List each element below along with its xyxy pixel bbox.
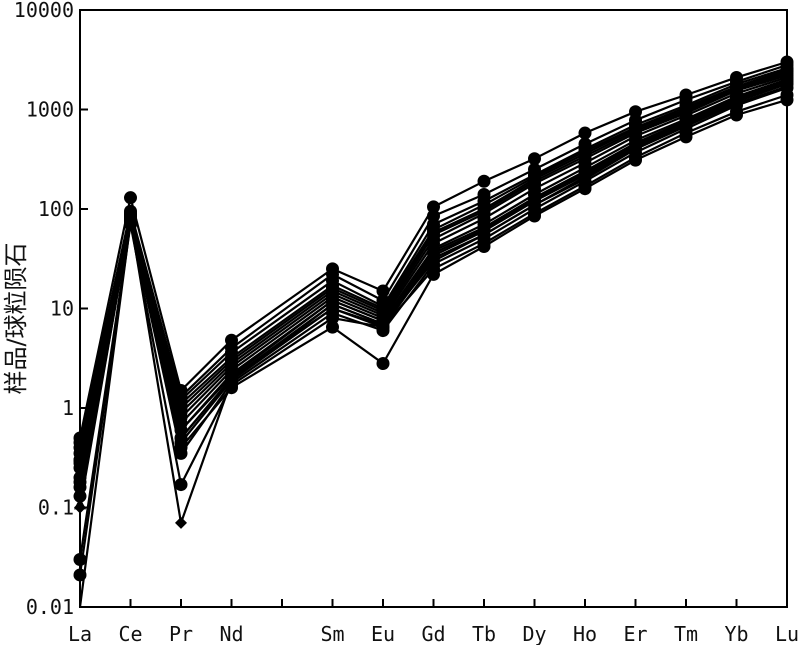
series-line — [78, 98, 788, 461]
series-line — [78, 83, 788, 497]
series-line — [78, 68, 788, 454]
x-tick-label: Yb — [724, 622, 748, 645]
x-tick-label: Sm — [320, 622, 344, 645]
series-line — [78, 63, 788, 443]
data-point — [326, 320, 339, 334]
y-tick-label: 1000 — [26, 98, 74, 122]
data-point — [326, 311, 339, 325]
x-tick-label: Ce — [118, 622, 142, 645]
data-point — [629, 137, 642, 150]
series-line — [78, 85, 788, 524]
x-tick-label: Pr — [169, 622, 193, 645]
series-17 — [78, 81, 788, 608]
y-tick-label: 0.1 — [38, 496, 74, 520]
series-13 — [73, 88, 794, 582]
data-point — [578, 126, 592, 140]
x-tick-label: Lu — [775, 622, 799, 645]
data-point — [477, 174, 491, 188]
y-tick-label: 10000 — [14, 0, 74, 22]
data-point — [730, 108, 743, 122]
x-tick-label: Er — [623, 622, 647, 645]
y-tick-label: 100 — [38, 197, 74, 221]
y-axis-label-group: 样品/球粒陨石 — [2, 242, 30, 394]
series-15 — [74, 80, 793, 529]
series-14 — [73, 93, 794, 467]
series-layer — [73, 55, 794, 608]
data-point — [478, 221, 490, 234]
x-tick-label: Ho — [573, 622, 597, 645]
series-line — [78, 74, 788, 469]
data-point — [326, 294, 339, 307]
x-axis-ticks: La Ce Pr Nd Sm Eu Gd Tb Dy Ho Er Tm Yb Lu — [68, 599, 799, 645]
data-point — [578, 182, 592, 196]
data-point — [175, 516, 187, 529]
series-line — [78, 93, 788, 576]
x-tick-label: La — [68, 622, 92, 645]
series-line — [78, 86, 788, 560]
series-line — [78, 79, 788, 504]
data-point — [679, 130, 693, 144]
y-tick-label: 1 — [62, 396, 74, 420]
data-point — [124, 191, 137, 205]
x-tick-label: Nd — [219, 622, 243, 645]
y-axis-label: 样品/球粒陨石 — [2, 242, 30, 394]
data-point — [174, 478, 188, 492]
series-line — [78, 67, 788, 448]
y-tick-label: 10 — [50, 297, 74, 321]
series-line — [78, 72, 788, 464]
x-tick-label: Tm — [674, 622, 698, 645]
data-point — [174, 441, 188, 455]
series-line — [78, 81, 788, 608]
x-tick-label: Eu — [371, 622, 395, 645]
y-tick-label: 0.01 — [26, 595, 74, 619]
x-tick-label: Dy — [522, 622, 546, 645]
data-point — [124, 214, 137, 227]
data-point — [225, 369, 238, 382]
data-point — [427, 200, 440, 214]
series-line — [78, 60, 788, 439]
data-point — [376, 357, 390, 371]
x-tick-label: Tb — [472, 622, 496, 645]
data-point — [629, 153, 642, 167]
data-point — [427, 267, 440, 281]
series-line — [78, 76, 788, 478]
plot-frame — [79, 9, 788, 608]
data-point — [528, 152, 541, 166]
data-point — [477, 239, 491, 253]
series-12 — [73, 81, 794, 567]
series-line — [78, 70, 788, 461]
x-tick-label: Gd — [421, 622, 445, 645]
data-point — [528, 209, 541, 223]
